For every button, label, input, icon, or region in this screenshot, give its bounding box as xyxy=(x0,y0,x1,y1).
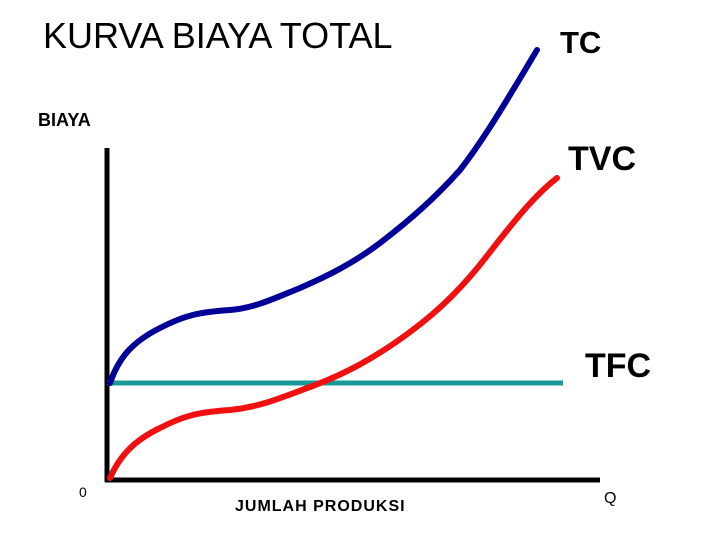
tvc-curve xyxy=(107,175,560,481)
y-axis-label: BIAYA xyxy=(38,110,91,130)
origin-label: 0 xyxy=(79,484,87,500)
x-end-label: Q xyxy=(604,490,616,507)
x-axis-label: JUMLAH PRODUKSI xyxy=(235,498,406,515)
tc-label: TC xyxy=(560,25,601,60)
tvc-label: TVC xyxy=(568,140,636,178)
title: KURVA BIAYA TOTAL xyxy=(43,15,393,56)
tc-curve xyxy=(107,47,540,386)
tfc-label: TFC xyxy=(585,347,651,385)
